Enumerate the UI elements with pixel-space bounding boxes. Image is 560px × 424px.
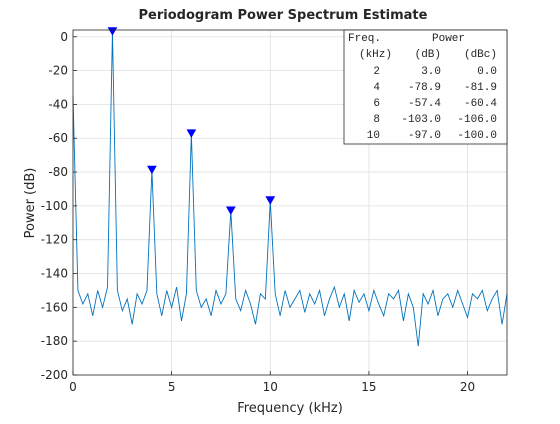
y-tick-label: -80 bbox=[48, 165, 68, 179]
peak-marker bbox=[107, 27, 118, 36]
table-cell: -97.0 bbox=[408, 130, 441, 142]
y-tick-label: -20 bbox=[48, 64, 68, 78]
spectrum-line bbox=[72, 31, 508, 347]
table-cell: -100.0 bbox=[457, 130, 497, 142]
table-box bbox=[343, 29, 508, 145]
table-cell: -78.9 bbox=[408, 82, 441, 94]
table-cell: 0.0 bbox=[477, 66, 497, 78]
table-cell: 4 bbox=[373, 82, 380, 94]
peak-marker bbox=[265, 196, 276, 205]
table-cell: -81.9 bbox=[464, 82, 497, 94]
table-cell: -60.4 bbox=[464, 98, 497, 110]
y-tick-label: -180 bbox=[41, 334, 68, 348]
y-tick-label: -200 bbox=[41, 368, 68, 382]
y-tick-label: -100 bbox=[41, 199, 68, 213]
table-cell: 6 bbox=[373, 98, 380, 110]
table-header: (dBc) bbox=[464, 49, 497, 61]
chart-title: Periodogram Power Spectrum Estimate bbox=[139, 8, 428, 23]
x-axis-label: Frequency (kHz) bbox=[237, 401, 343, 416]
table-cell: 2 bbox=[373, 66, 380, 78]
y-tick-label: -40 bbox=[48, 97, 68, 111]
table-header: (dB) bbox=[415, 49, 441, 61]
table-header: Power bbox=[432, 33, 465, 45]
y-tick-label: -120 bbox=[41, 233, 68, 247]
peak-marker bbox=[147, 165, 157, 175]
table-cell: 3.0 bbox=[421, 66, 441, 78]
table-cell: 10 bbox=[367, 130, 380, 142]
x-tick-label: 15 bbox=[361, 380, 376, 394]
y-tick-label: 0 bbox=[60, 30, 68, 44]
axes-box bbox=[72, 29, 508, 376]
x-tick-label: 20 bbox=[460, 380, 475, 394]
table-cell: 8 bbox=[373, 114, 380, 126]
table-header: (kHz) bbox=[359, 49, 392, 61]
peak-marker bbox=[186, 129, 197, 138]
table-cell: -57.4 bbox=[408, 98, 441, 110]
peak-marker bbox=[225, 206, 236, 215]
y-axis-label: Power (dB) bbox=[23, 168, 38, 239]
y-tick-label: -60 bbox=[48, 131, 68, 145]
table-cell: -106.0 bbox=[457, 114, 497, 126]
y-tick-label: -140 bbox=[41, 267, 68, 281]
x-tick-label: 0 bbox=[69, 380, 77, 394]
table-header: Freq. bbox=[348, 33, 381, 45]
x-tick-label: 10 bbox=[263, 380, 278, 394]
table-cell: -103.0 bbox=[401, 114, 441, 126]
y-tick-label: -160 bbox=[41, 300, 68, 314]
x-tick-label: 5 bbox=[168, 380, 176, 394]
